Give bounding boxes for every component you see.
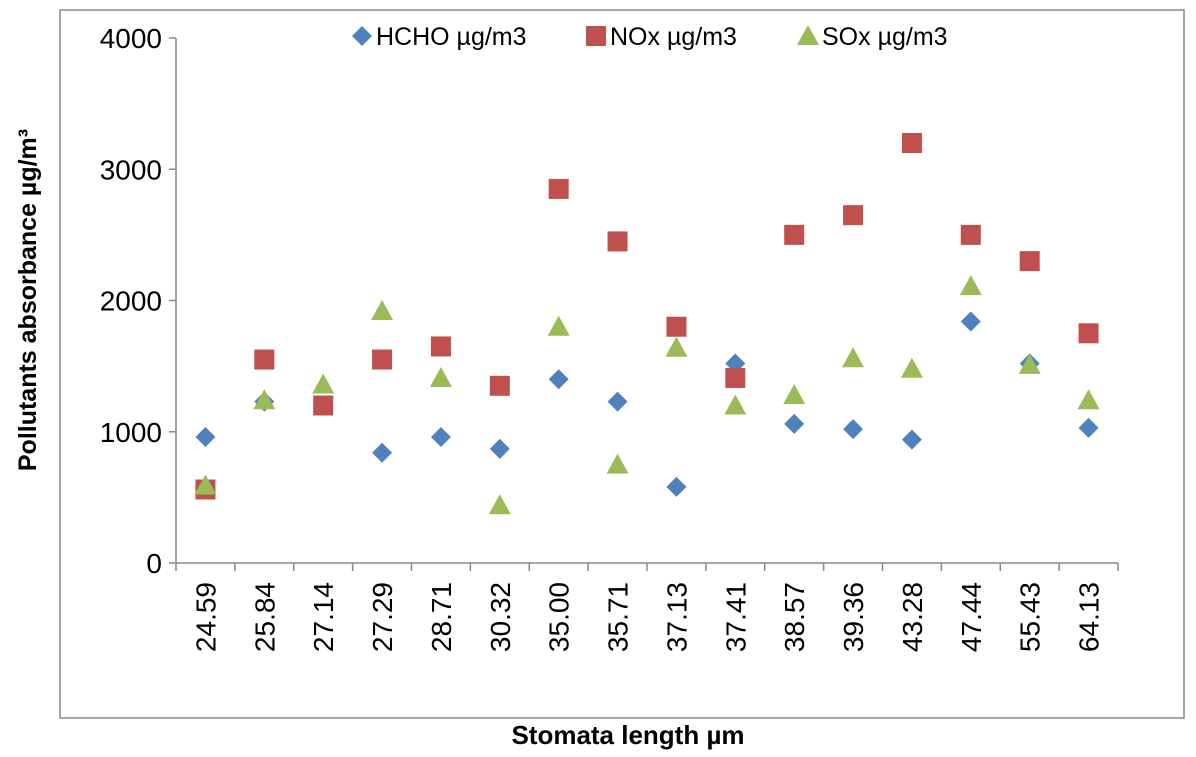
point [784,224,805,245]
point [1019,251,1040,272]
point [548,369,569,390]
point [842,347,865,368]
point [371,300,394,320]
point [959,275,982,296]
y-tick-label: 0 [146,548,162,579]
point [900,357,923,378]
x-tick-label: 27.14 [308,582,339,652]
point [253,389,276,410]
point [194,474,217,495]
point [430,336,451,357]
point [548,178,569,199]
x-tick-label: 28.71 [426,582,457,652]
point [430,427,451,447]
x-tick-label: 25.84 [249,582,280,652]
point [312,373,335,394]
point [606,453,629,474]
x-tick-label: 55.43 [1015,582,1046,652]
legend-marker [352,26,372,46]
point [607,391,628,412]
x-tick-label: 37.13 [661,582,692,652]
point [372,349,393,370]
point [372,442,393,463]
point [1078,323,1099,344]
point [1078,417,1099,438]
point [901,429,922,450]
legend-marker [586,26,606,46]
point [843,205,864,226]
point [489,438,510,459]
point [960,311,981,332]
point [901,133,922,153]
point [547,315,570,336]
x-tick-label: 35.71 [603,582,634,652]
x-tick-label: 35.00 [544,582,575,652]
y-axis-label: Pollutants absorbance µg/m³ [14,129,42,471]
x-tick-label: 37.41 [720,582,751,652]
point [843,419,864,440]
point [254,349,275,370]
y-tick-label: 1000 [100,417,162,448]
point [960,224,981,245]
point [666,476,687,497]
point [429,366,452,387]
point [666,316,687,337]
point [665,336,688,357]
x-tick-label: 38.57 [779,582,810,652]
point [783,384,806,404]
y-tick-label: 2000 [100,286,162,317]
point [313,395,334,416]
point [489,375,510,396]
legend-label: HCHO µg/m3 [376,23,527,51]
x-tick-label: 30.32 [485,582,516,652]
chart-frame [59,9,1185,719]
point [725,367,746,388]
legend-marker [797,25,819,45]
x-tick-label: 39.36 [838,582,869,652]
point [1077,389,1100,410]
x-tick-label: 24.59 [190,582,221,652]
x-tick-label: 43.28 [897,582,928,652]
point [724,394,747,415]
y-tick-label: 4000 [100,23,162,54]
point [1018,353,1041,374]
x-tick-label: 27.29 [367,582,398,652]
point [607,231,628,252]
point [195,427,216,447]
x-tick-label: 64.13 [1074,582,1105,652]
x-axis-label: Stomata length µm [511,720,744,750]
legend-label: NOx µg/m3 [610,23,737,51]
point [784,413,805,434]
y-tick-label: 3000 [100,154,162,185]
legend-label: SOx µg/m3 [822,23,948,51]
point [488,494,511,515]
x-tick-label: 47.44 [956,582,987,652]
